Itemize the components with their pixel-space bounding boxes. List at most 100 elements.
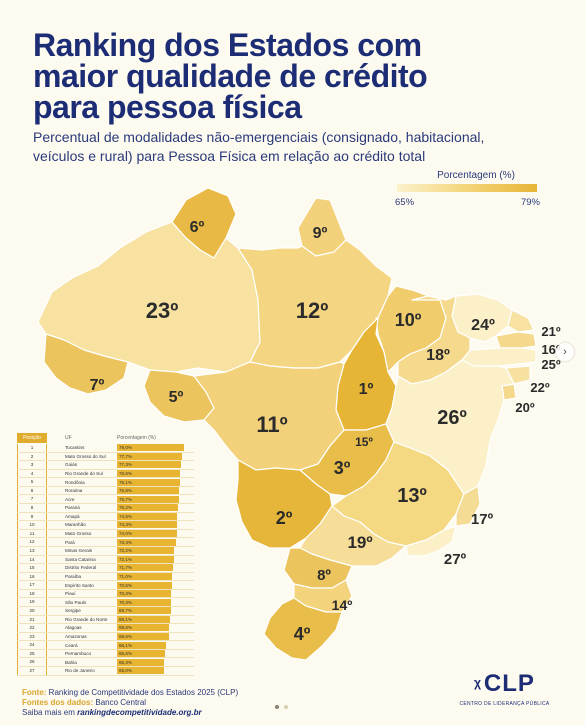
row-position: 24 [17, 641, 47, 649]
row-bar-fill [117, 564, 174, 572]
table-row: 9 Amapá 74,5% [17, 512, 194, 522]
row-state-name: Piauí [65, 591, 76, 597]
table-row: 27 Rio de Janeiro 65,0% [17, 667, 194, 676]
row-percent: 70,3% [119, 591, 133, 597]
data-source-label: Fontes dos dados: [22, 698, 94, 707]
row-bar: 66,1% [117, 641, 194, 649]
row-state-name: Acre [65, 496, 75, 502]
footer-sources: Fonte: Ranking de Competitividade dos Es… [22, 688, 238, 718]
table-row: 1 Tocantins 79,0% [17, 444, 194, 453]
row-bar: 65,6% [117, 650, 194, 658]
title-line-2: maior qualidade de crédito [33, 58, 428, 94]
row-percent: 77,3% [119, 462, 133, 468]
row-state-name: Mato Grosso do Sul [65, 453, 106, 459]
clp-logo: ᵡCLP CENTRO DE LIDERANÇA PÚBLICA [452, 672, 557, 708]
rank-label-to: 1º [359, 381, 374, 398]
table-row: 25 Pernambuco 65,6% [17, 649, 194, 659]
row-state-name: Mato Grosso [65, 531, 92, 537]
row-state-name: Rio Grande do Sul [65, 471, 103, 477]
row-percent: 65,6% [119, 651, 133, 657]
row-position: 10 [17, 521, 47, 529]
row-bar-fill [117, 624, 170, 632]
row-position: 13 [17, 546, 47, 555]
row-position: 4 [17, 469, 47, 478]
row-bar: 69,7% [117, 607, 194, 615]
row-percent: 71,0% [119, 573, 133, 579]
row-position: 1 [17, 444, 47, 452]
row-percent: 69,1% [119, 616, 133, 622]
row-position: 25 [17, 649, 47, 658]
legend-gradient-bar [397, 184, 537, 192]
row-percent: 76,6% [119, 471, 133, 477]
legend-max-label: 79% [520, 197, 540, 208]
table-row: 20 Sergipe 69,7% [17, 606, 194, 616]
row-bar: 79,0% [117, 444, 194, 452]
table-row: 13 Minas Gerais 72,2% [17, 546, 194, 556]
row-state-name: Ceará [65, 642, 78, 648]
row-state-name: Roraima [65, 488, 83, 494]
table-row: 15 Distrito Federal 71,7% [17, 564, 194, 573]
header-percent: Porcentagem (%) [117, 435, 156, 441]
table-row: 7 Acre 75,7% [17, 495, 194, 505]
row-bar-fill [117, 461, 182, 469]
row-state-name: Rondônia [65, 479, 85, 485]
row-percent: 72,1% [119, 556, 133, 562]
row-state-name: Minas Gerais [65, 548, 93, 554]
more-info-link[interactable]: rankingdecompetitividade.org.br [77, 708, 202, 717]
rank-label-mg: 13º [397, 485, 427, 507]
state-pb [495, 331, 537, 349]
row-bar: 74,5% [117, 512, 194, 520]
row-bar: 70,3% [117, 598, 194, 606]
row-state-name: Distrito Federal [65, 565, 97, 571]
table-row: 2 Mato Grosso do Sul 77,7% [17, 452, 194, 462]
title-line-3: para pessoa física [33, 89, 302, 125]
row-bar-fill [117, 547, 175, 555]
row-bar-fill [117, 538, 176, 546]
row-bar: 65,3% [117, 658, 194, 666]
row-bar-fill [117, 521, 178, 529]
next-slide-button[interactable]: › [556, 343, 574, 361]
carousel-dot-active[interactable] [275, 705, 279, 709]
rank-label-ba: 26º [437, 407, 467, 429]
row-state-name: Pará [65, 539, 75, 545]
row-position: 17 [17, 581, 47, 589]
row-percent: 79,0% [119, 445, 133, 451]
table-row: 19 São Paulo 70,3% [17, 598, 194, 607]
row-state-name: Paraíba [65, 573, 82, 579]
carousel-dots [275, 705, 288, 709]
row-state-name: Rio Grande do Norte [65, 616, 108, 622]
row-bar-fill [117, 504, 179, 512]
row-bar: 76,1% [117, 478, 194, 486]
row-state-name: Rio de Janeiro [65, 668, 95, 674]
row-position: 3 [17, 461, 47, 469]
row-percent: 77,7% [119, 453, 133, 459]
row-state-name: Bahia [65, 659, 77, 665]
row-bar-fill [117, 650, 165, 658]
row-state-name: Amapá [65, 513, 80, 519]
row-percent: 65,3% [119, 659, 133, 665]
row-state-name: Pernambuco [65, 651, 92, 657]
table-row: 6 Roraima 75,8% [17, 486, 194, 496]
row-bar-fill [117, 487, 180, 495]
rank-label-al: 22º [530, 380, 549, 395]
source-label: Fonte: [22, 688, 47, 697]
rank-label-rs: 4º [294, 624, 311, 644]
rank-label-ap: 9º [313, 225, 328, 242]
row-bar-fill [117, 581, 172, 589]
rank-label-ac: 7º [90, 377, 105, 394]
row-bar: 77,7% [117, 452, 194, 460]
row-percent: 73,4% [119, 539, 133, 545]
row-state-name: Espírito Santo [65, 582, 94, 588]
rank-label-pa: 12º [296, 298, 329, 323]
table-row: 8 Paraná 75,2% [17, 504, 194, 513]
rank-label-pr: 8º [317, 567, 331, 584]
table-row: 23 Amazonas 68,6% [17, 632, 194, 642]
row-percent: 75,8% [119, 488, 133, 494]
person-figure-icon: ᵡ [474, 675, 482, 695]
row-bar: 70,5% [117, 581, 194, 589]
carousel-dot[interactable] [284, 705, 288, 709]
row-bar-fill [117, 530, 177, 538]
row-position: 16 [17, 572, 47, 581]
row-bar-fill [117, 633, 170, 640]
